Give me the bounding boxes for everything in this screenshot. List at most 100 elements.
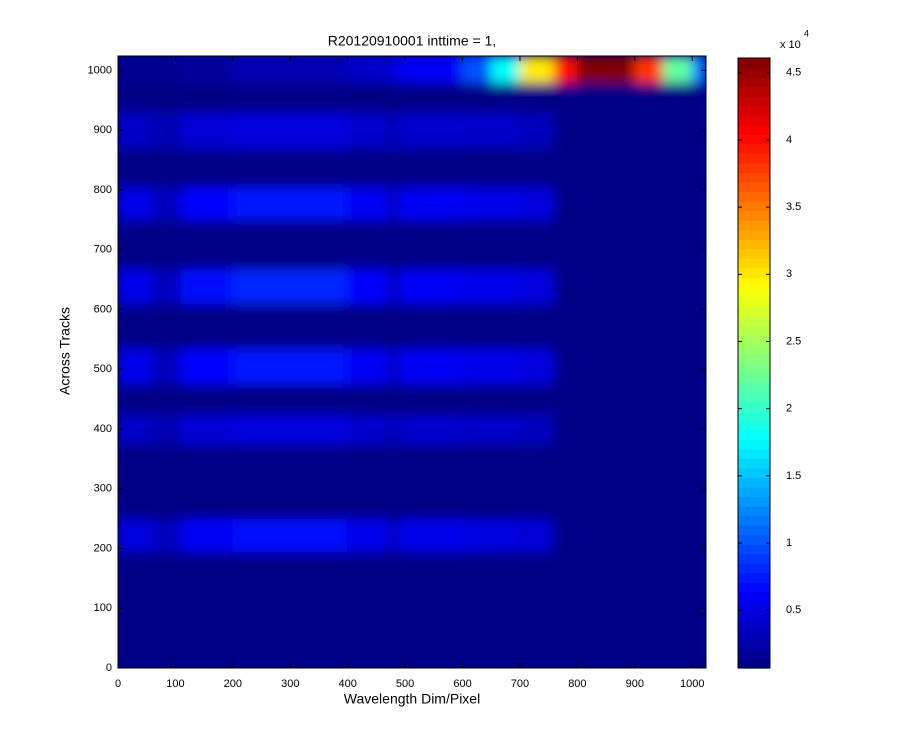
colorbar-step [738,658,770,669]
colorbar-step [738,210,770,221]
colorbar-tick-label: 1 [786,537,792,549]
colorbar-step [738,372,770,383]
heatmap-cell [398,56,464,83]
heatmap-cell [490,550,521,668]
colorbar-step [738,391,770,402]
heatmap-cell [462,56,492,83]
colorbar-step [738,477,770,488]
x-tick-label: 400 [339,678,357,690]
colorbar-step [738,439,770,450]
heatmap-cell [347,413,389,445]
heatmap-cell [553,268,578,304]
colorbar-step [738,544,770,555]
heatmap-cell [462,111,492,149]
heatmap-cell [398,147,464,188]
heatmap-cell [519,186,555,221]
heatmap-cell [553,413,578,445]
colorbar-step [738,296,770,307]
heatmap-cell [462,347,492,385]
heatmap-cell [553,383,578,415]
heatmap-cell [490,268,521,304]
colorbar-tick-label: 2 [786,403,792,415]
heatmap-cell [519,347,555,385]
colorbar-step [738,153,770,164]
heatmap-cell [347,186,389,221]
heatmap-cell [398,219,464,270]
colorbar-step [738,353,770,364]
heatmap-cell [387,147,400,188]
heatmap-cell [663,413,693,445]
heatmap-cell [118,81,153,113]
heatmap-cell [576,147,636,188]
heatmap-cell [576,383,636,415]
heatmap-cell [462,219,492,270]
colorbar-tick-label: 4.5 [786,67,801,79]
heatmap-cell [490,81,521,113]
heatmap-cell [634,347,665,385]
heatmap-cell [180,347,234,385]
heatmap-cell [576,550,636,668]
colorbar-step [738,248,770,259]
colorbar-step [738,363,770,374]
heatmap-cell [691,383,706,415]
heatmap-cell [462,383,492,415]
heatmap-cell [490,111,521,149]
heatmap-cell [180,550,234,668]
x-tick-label: 800 [568,678,586,690]
heatmap-cell [347,268,389,304]
colorbar-step [738,181,770,193]
heatmap-cell [232,147,349,188]
colorbar-step [738,601,770,612]
heatmap-cell [387,383,400,415]
colorbar-step [738,496,770,507]
heatmap-cell [691,111,706,149]
x-tick-label: 100 [166,678,184,690]
heatmap-cell [462,302,492,349]
heatmap-cell [347,56,389,83]
heatmap-cell [118,302,153,349]
heatmap-cell [634,186,665,221]
heatmap-cell [387,111,400,149]
heatmap-cell [462,413,492,445]
x-tick-label: 0 [115,678,121,690]
colorbar-step [738,258,770,269]
colorbar-step [738,458,770,469]
heatmap-cell [691,219,706,270]
heatmap-cell [118,111,153,149]
colorbar-step [738,315,770,326]
heatmap-cell [151,147,182,188]
heatmap-cell [151,550,182,668]
heatmap-cell [387,443,400,520]
heatmap-cell [663,302,693,349]
heatmap-cell [151,81,182,113]
heatmap-cell [180,383,234,415]
colorbar-step [738,172,770,183]
colorbar-step [738,467,770,478]
heatmap-cell [347,550,389,668]
heatmap-cell [398,302,464,349]
y-tick-label: 500 [94,363,112,375]
heatmap-cell [387,219,400,270]
x-tick-label: 500 [396,678,414,690]
heatmap-cell [180,518,234,552]
heatmap-cell [519,302,555,349]
colorbar-step [738,200,770,212]
heatmap-cell [553,347,578,385]
heatmap-cell [151,56,182,83]
heatmap-cell [118,383,153,415]
heatmap-cell [519,111,555,149]
heatmap-cell [576,347,636,385]
heatmap-cell [576,81,636,113]
heatmap-cell [553,56,578,83]
heatmap-cell [663,550,693,668]
heatmap-cell [519,268,555,304]
heatmap-cell [634,111,665,149]
chart-title: R20120910001 inttime = 1, [328,33,497,49]
axes-box [117,55,707,669]
heatmap-cell [634,268,665,304]
colorbar-step [738,105,770,116]
heatmap-cell [519,383,555,415]
heatmap-cell [462,186,492,221]
colorbar-step [738,86,770,97]
heatmap-cell [462,81,492,113]
